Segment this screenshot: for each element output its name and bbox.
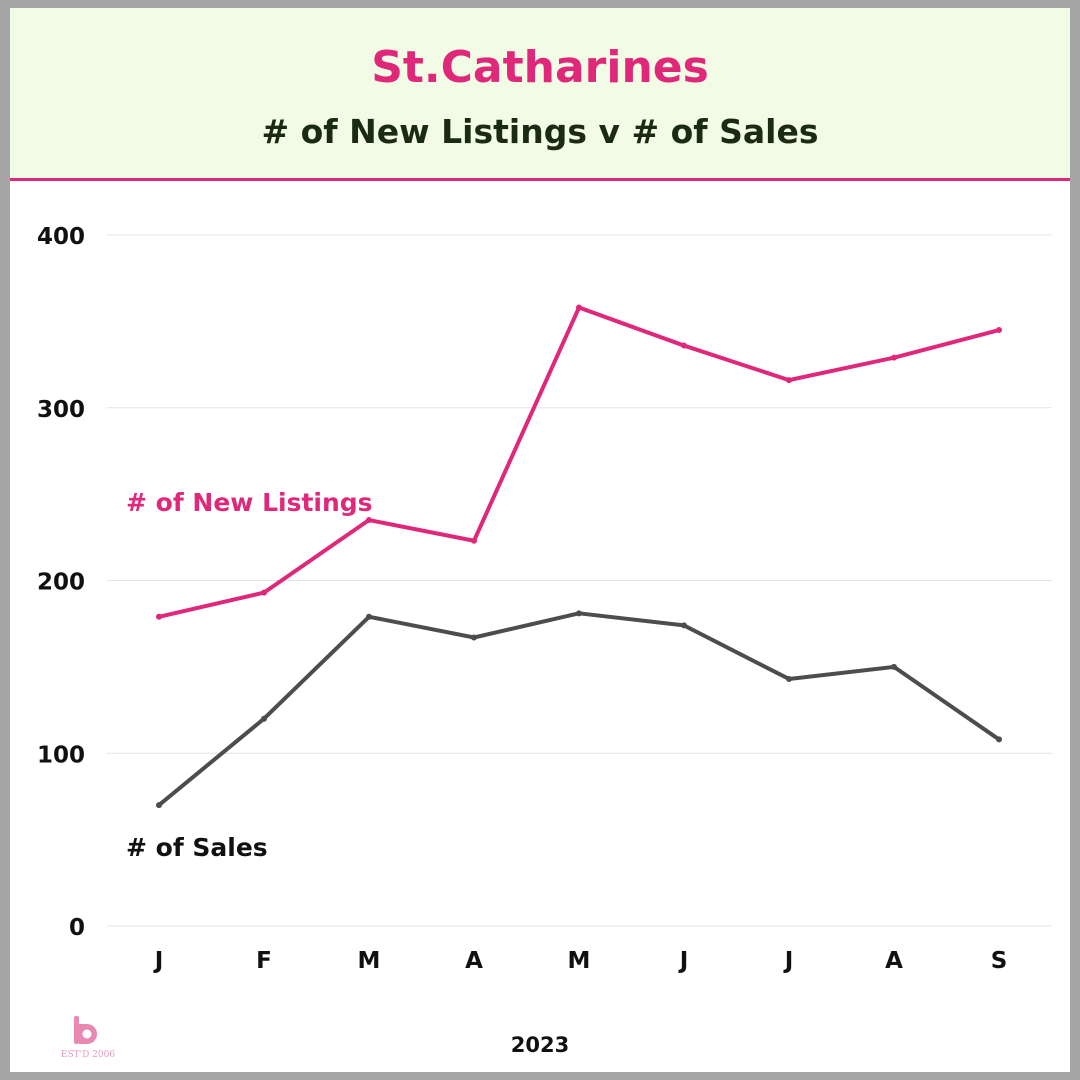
line-chart: 0 100 200 300 400 J F M A M J J A S # of New Listing… xyxy=(37,224,1052,1057)
series-labels: # of New Listings # of Sales xyxy=(126,488,373,862)
data-point xyxy=(366,517,372,524)
chart-card: St.Catharines # of New Listings v # of S… xyxy=(10,8,1070,1072)
x-tick-label: M xyxy=(568,948,591,974)
x-tick-label: A xyxy=(465,948,483,974)
x-tick-label: J xyxy=(783,948,794,974)
y-tick-label: 0 xyxy=(69,915,85,941)
data-point xyxy=(681,342,687,349)
y-tick-label: 400 xyxy=(37,224,85,250)
y-tick-label: 200 xyxy=(37,570,85,596)
x-tick-label: M xyxy=(358,948,381,974)
y-tick-label: 300 xyxy=(37,397,85,423)
data-point xyxy=(576,304,582,311)
x-tick-label: J xyxy=(153,948,164,974)
series-label-new-listings: # of New Listings xyxy=(126,488,373,517)
x-tick-label: J xyxy=(678,948,689,974)
chart-subtitle: # of New Listings v # of Sales xyxy=(261,112,819,151)
grid-lines xyxy=(107,234,1052,927)
data-point xyxy=(261,589,267,596)
data-point xyxy=(156,802,162,809)
data-point xyxy=(366,613,372,620)
data-point xyxy=(471,634,477,641)
logo-mark-icon xyxy=(74,1016,97,1044)
series-line-1 xyxy=(157,611,1001,808)
chart-title: St.Catharines xyxy=(371,42,709,93)
x-axis-label: 2023 xyxy=(511,1033,569,1057)
x-tick-label: F xyxy=(256,948,272,974)
data-point xyxy=(681,622,687,629)
data-point xyxy=(786,675,792,682)
header-banner: St.Catharines # of New Listings v # of S… xyxy=(10,8,1070,181)
data-point xyxy=(261,715,267,722)
logo-established-text: EST'D 2006 xyxy=(60,1050,116,1060)
data-point xyxy=(786,377,792,384)
data-point xyxy=(576,610,582,617)
data-point xyxy=(996,327,1002,334)
data-point xyxy=(996,736,1002,743)
brand-logo: EST'D 2006 xyxy=(58,1012,118,1068)
data-point xyxy=(471,537,477,544)
data-point xyxy=(891,663,897,670)
series-label-sales: # of Sales xyxy=(126,833,268,862)
x-tick-label: S xyxy=(991,948,1008,974)
y-tick-label: 100 xyxy=(37,742,85,768)
y-tick-labels: 0 100 200 300 400 xyxy=(37,224,85,941)
data-point xyxy=(156,613,162,620)
x-tick-label: A xyxy=(885,948,903,974)
data-point xyxy=(891,354,897,361)
series-line-0 xyxy=(157,305,1001,619)
series-lines xyxy=(156,304,1002,809)
